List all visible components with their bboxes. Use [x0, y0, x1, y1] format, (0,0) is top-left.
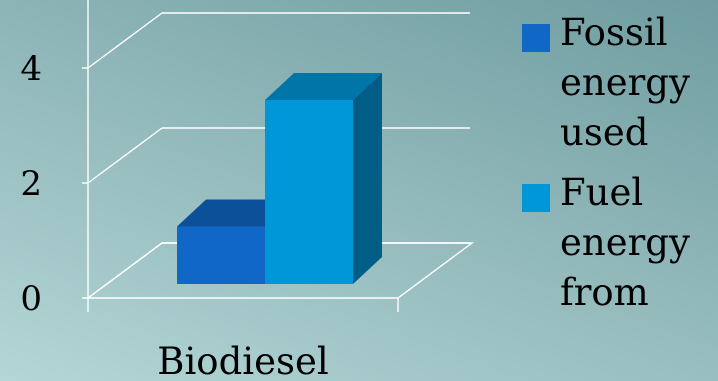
legend-label: Fuel energy from [560, 171, 690, 314]
y-tick-label: 2 [20, 164, 42, 204]
bar-front-face [265, 100, 353, 284]
bar-top-face [177, 199, 294, 227]
gridline-side [87, 12, 163, 69]
gridline-side [87, 242, 163, 299]
chart-legend: Fossil energy used Fuel energy from [522, 8, 712, 328]
legend-label: Fossil energy used [560, 11, 690, 154]
gridline-side [87, 127, 163, 184]
legend-item: Fuel energy from [522, 168, 712, 318]
chart-bars [177, 73, 382, 284]
chart-labels: 0 2 4 Biodiesel [20, 49, 328, 381]
legend-swatch [522, 24, 550, 52]
bar-side-face [353, 73, 382, 284]
legend-item: Fossil energy used [522, 8, 712, 158]
bar-top-face [265, 73, 382, 100]
y-tick-label: 4 [20, 49, 42, 89]
bar-front-face [177, 226, 265, 284]
x-category-label: Biodiesel [157, 340, 328, 381]
y-tick-label: 0 [20, 279, 42, 319]
legend-swatch [522, 184, 550, 212]
